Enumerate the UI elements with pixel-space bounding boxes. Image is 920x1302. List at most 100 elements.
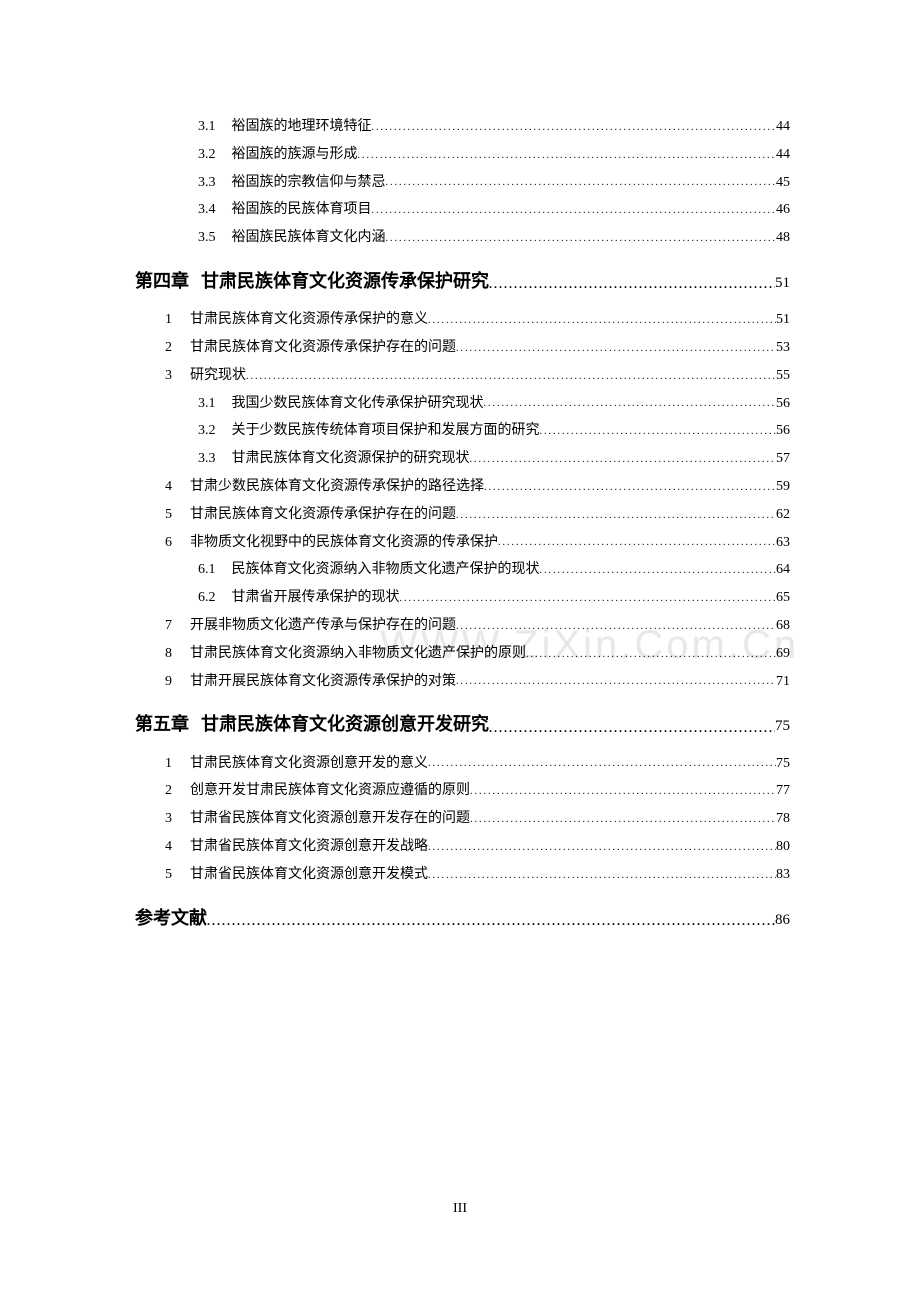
toc-entry-number: 5 [165,503,172,527]
toc-entry-page: 64 [776,558,790,582]
toc-entry-label: 裕固族的宗教信仰与禁忌 [232,171,386,195]
toc-leader-dots: ........................................… [526,646,776,666]
toc-entry: 3.1 裕固族的地理环境特征...........................… [135,115,790,139]
toc-entry-number: 3.4 [198,198,216,222]
toc-page: 3.1 裕固族的地理环境特征...........................… [0,0,920,935]
toc-leader-dots: ........................................… [428,755,776,775]
toc-leader-dots: ........................................… [358,147,777,167]
toc-entry-label: 创意开发甘肃民族体育文化资源应遵循的原则 [190,779,470,803]
toc-entry-label: 甘肃少数民族体育文化资源传承保护的路径选择 [190,475,484,499]
toc-entry: 9甘肃开展民族体育文化资源传承保护的对策....................… [135,670,790,694]
toc-entry: 第四章甘肃民族体育文化资源传承保护研究.....................… [135,264,790,298]
toc-leader-dots: ........................................… [498,534,776,554]
toc-leader-dots: ........................................… [489,717,775,742]
toc-entry: 7开展非物质文化遗产传承与保护存在的问题....................… [135,614,790,638]
toc-entry: 5 甘肃民族体育文化资源传承保护存在的问题....................… [135,503,790,527]
toc-entry: 8 甘肃民族体育文化资源纳入非物质文化遗产保护的原则...............… [135,642,790,666]
toc-entry-number: 7 [165,614,172,638]
toc-entry: 3.5裕固族民族体育文化内涵..........................… [135,226,790,250]
toc-entry-page: 44 [776,115,790,139]
toc-entry-label: 关于少数民族传统体育项目保护和发展方面的研究 [232,419,540,443]
toc-entry-page: 86 [775,906,790,935]
toc-entry: 参考文献....................................… [135,901,790,935]
toc-entry-page: 63 [776,531,790,555]
toc-entry: 3.3 裕固族的宗教信仰与禁忌..........................… [135,171,790,195]
toc-entry-page: 69 [776,642,790,666]
toc-entry-label: 裕固族的族源与形成 [232,143,358,167]
toc-leader-dots: ........................................… [470,811,776,831]
toc-entry-number: 6 [165,531,172,555]
toc-entry-number: 3.3 [198,171,216,195]
toc-entry-number: 4 [165,835,172,859]
toc-entry-page: 77 [776,779,790,803]
toc-entry-label: 甘肃民族体育文化资源创意开发研究 [201,707,489,741]
toc-leader-dots: ........................................… [428,867,776,887]
toc-entry-page: 78 [776,807,790,831]
toc-entry-page: 45 [776,171,790,195]
toc-entry: 第五章甘肃民族体育文化资源创意开发研究.....................… [135,707,790,741]
toc-entry-label: 甘肃民族体育文化资源传承保护研究 [201,264,489,298]
toc-entry: 4甘肃少数民族体育文化资源传承保护的路径选择..................… [135,475,790,499]
toc-entry-label: 甘肃民族体育文化资源创意开发的意义 [190,752,428,776]
toc-entry: 3.4 裕固族的民族体育项目...........................… [135,198,790,222]
page-footer: III [0,1201,920,1217]
toc-entry-number: 第四章 [135,264,189,298]
toc-leader-dots: ........................................… [372,202,777,222]
toc-entry-number: 6.2 [198,586,216,610]
toc-entry: 3.2 裕固族的族源与形成............................… [135,143,790,167]
toc-entry-number: 5 [165,863,172,887]
toc-entry-label: 甘肃民族体育文化资源传承保护存在的问题 [190,336,456,360]
toc-entry-number: 6.1 [198,558,216,582]
toc-entry-page: 46 [776,198,790,222]
toc-entry-page: 51 [775,269,790,298]
toc-entry-page: 75 [775,712,790,741]
toc-entry-number: 2 [165,779,172,803]
toc-entry-page: 65 [776,586,790,610]
toc-entry: 1甘肃民族体育文化资源传承保护的意义......................… [135,308,790,332]
toc-entry: 3研究现状...................................… [135,364,790,388]
toc-entry-number: 9 [165,670,172,694]
toc-entry-page: 75 [776,752,790,776]
toc-entry-number: 1 [165,752,172,776]
toc-leader-dots: ........................................… [386,174,777,194]
toc-entry-label: 裕固族的民族体育项目 [232,198,372,222]
toc-entry-label: 甘肃开展民族体育文化资源传承保护的对策 [190,670,456,694]
toc-entry: 6.2甘肃省开展传承保护的现状.........................… [135,586,790,610]
toc-container: 3.1 裕固族的地理环境特征...........................… [135,115,790,935]
toc-entry: 5甘肃省民族体育文化资源创意开发模式......................… [135,863,790,887]
toc-leader-dots: ........................................… [456,340,776,360]
toc-entry-page: 56 [776,419,790,443]
toc-entry-page: 68 [776,614,790,638]
toc-entry: 6非物质文化视野中的民族体育文化资源的传承保护.................… [135,531,790,555]
toc-entry-page: 83 [776,863,790,887]
toc-leader-dots: ........................................… [428,839,776,859]
toc-entry: 3.1我国少数民族体育文化传承保护研究现状...................… [135,392,790,416]
toc-leader-dots: ........................................… [484,479,776,499]
toc-entry-label: 甘肃民族体育文化资源纳入非物质文化遗产保护的原则 [190,642,526,666]
toc-entry-page: 62 [776,503,790,527]
toc-entry-number: 3.1 [198,115,216,139]
toc-entry-label: 研究现状 [190,364,246,388]
toc-entry-page: 71 [776,670,790,694]
toc-entry-label: 甘肃民族体育文化资源保护的研究现状 [232,447,470,471]
toc-entry: 1 甘肃民族体育文化资源创意开发的意义......................… [135,752,790,776]
toc-entry-label: 甘肃民族体育文化资源传承保护存在的问题 [190,503,456,527]
toc-entry-label: 甘肃省开展传承保护的现状 [232,586,400,610]
toc-entry-label: 开展非物质文化遗产传承与保护存在的问题 [190,614,456,638]
toc-entry-page: 55 [776,364,790,388]
toc-entry-page: 80 [776,835,790,859]
toc-entry: 3.3甘肃民族体育文化资源保护的研究现状....................… [135,447,790,471]
toc-leader-dots: ........................................… [372,119,777,139]
toc-entry-label: 民族体育文化资源纳入非物质文化遗产保护的现状 [232,558,540,582]
toc-entry-page: 57 [776,447,790,471]
toc-leader-dots: ........................................… [470,451,777,471]
toc-entry-page: 51 [776,308,790,332]
toc-entry-label: 裕固族的地理环境特征 [232,115,372,139]
toc-entry-page: 48 [776,226,790,250]
toc-entry-number: 3.2 [198,143,216,167]
toc-entry-number: 8 [165,642,172,666]
toc-leader-dots: ........................................… [246,368,776,388]
toc-entry-label: 我国少数民族体育文化传承保护研究现状 [232,392,484,416]
toc-entry-number: 2 [165,336,172,360]
toc-leader-dots: ........................................… [456,507,776,527]
